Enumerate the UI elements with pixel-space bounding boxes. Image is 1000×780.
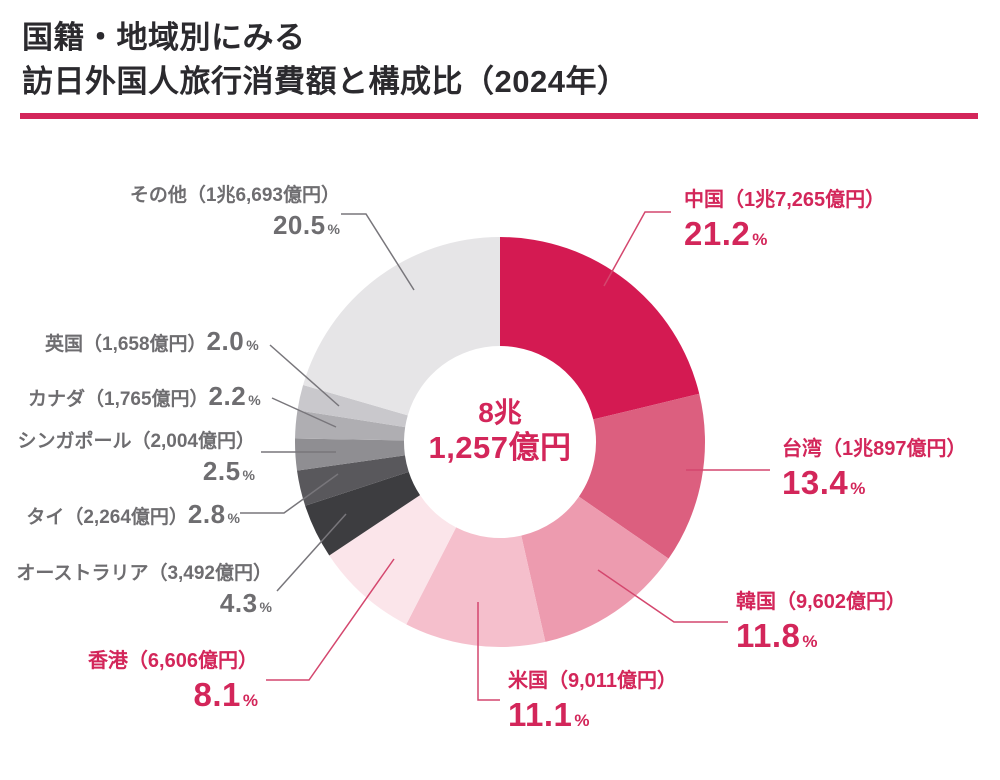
label-uk-name: 英国（1,658億円） <box>45 334 207 355</box>
label-australia: オーストラリア（3,492億円） 4.3% <box>12 562 272 625</box>
label-china: 中国（1兆7,265億円） 21.2% <box>684 187 885 262</box>
label-usa: 米国（9,011億円） 11.1% <box>508 668 677 743</box>
label-korea-percent: 11.8% <box>736 617 818 654</box>
slice-thailand <box>297 455 409 506</box>
label-hongkong-percent: 8.1% <box>193 676 259 713</box>
percent-sign: % <box>259 599 272 615</box>
leader-australia <box>276 513 347 592</box>
label-korea: 韓国（9,602億円） 11.8% <box>736 589 906 664</box>
label-taiwan: 台湾（1兆897億円） 13.4% <box>782 436 967 511</box>
percent-sign: % <box>574 711 590 730</box>
percent-sign: % <box>850 479 866 498</box>
label-singapore: シンガポール（2,004億円） 2.5% <box>13 430 255 493</box>
slice-singapore <box>294 438 405 471</box>
label-usa-name: 米国（9,011億円） <box>508 670 677 692</box>
leader-uk <box>269 344 340 407</box>
label-others-percent: 20.5% <box>272 210 340 240</box>
title-underline <box>20 113 978 119</box>
percent-sign: % <box>248 392 261 408</box>
total-line2: 1,257億円 <box>428 430 572 465</box>
label-canada: カナダ（1,765億円）2.2% <box>28 381 261 411</box>
leader-lines-pink <box>266 211 770 701</box>
leader-korea <box>597 569 728 623</box>
label-china-name: 中国（1兆7,265億円） <box>684 189 886 211</box>
label-australia-name: オーストラリア（3,492億円） <box>16 563 272 584</box>
label-singapore-name: シンガポール（2,004億円） <box>17 431 255 452</box>
total-line1: 8兆 <box>478 397 522 428</box>
leader-thailand <box>240 473 339 514</box>
page-title-line2: 訪日外国人旅行消費額と構成比（2024年） <box>22 64 629 99</box>
label-thailand: タイ（2,264億円）2.8% <box>26 499 240 529</box>
label-china-percent: 21.2% <box>684 215 768 252</box>
page-title-line1: 国籍・地域別にみる <box>22 20 306 55</box>
slice-australia <box>305 471 421 556</box>
label-taiwan-percent: 13.4% <box>782 464 866 501</box>
leader-others <box>341 213 415 291</box>
leader-china <box>603 211 671 287</box>
percent-sign: % <box>246 337 259 353</box>
slice-china <box>500 237 700 420</box>
label-taiwan-name: 台湾（1兆897億円） <box>782 438 967 460</box>
leader-canada <box>271 397 337 428</box>
label-others-name: その他（1兆6,693億円） <box>129 185 340 206</box>
leader-usa <box>477 602 500 701</box>
label-korea-name: 韓国（9,602億円） <box>736 591 907 613</box>
page-title: 国籍・地域別にみる 訪日外国人旅行消費額と構成比（2024年） <box>22 16 628 104</box>
label-singapore-percent: 2.5% <box>202 456 255 486</box>
leader-lines-gray <box>240 213 415 592</box>
slice-taiwan <box>578 393 706 559</box>
donut-slices <box>294 237 706 647</box>
label-canada-name: カナダ（1,765億円） <box>28 389 209 410</box>
label-others: その他（1兆6,693億円） 20.5% <box>98 184 340 247</box>
label-hongkong: 香港（6,606億円） 8.1% <box>55 648 258 723</box>
slice-korea <box>521 496 669 642</box>
label-uk: 英国（1,658億円）2.0% <box>45 326 259 356</box>
percent-sign: % <box>242 467 255 483</box>
label-australia-percent: 4.3% <box>219 588 272 618</box>
slice-others <box>303 237 500 416</box>
percent-sign: % <box>802 632 818 651</box>
label-thailand-name: タイ（2,264億円） <box>26 507 188 528</box>
percent-sign: % <box>242 691 258 710</box>
percent-sign: % <box>227 510 240 526</box>
label-usa-percent: 11.1% <box>508 696 590 733</box>
chart-total-label: 8兆 1,257億円 <box>385 396 615 466</box>
percent-sign: % <box>752 230 768 249</box>
leader-hongkong <box>266 558 395 681</box>
slice-usa <box>406 527 546 647</box>
label-hongkong-name: 香港（6,606億円） <box>87 650 258 672</box>
slice-canada <box>295 410 406 441</box>
percent-sign: % <box>327 221 340 237</box>
slice-uk <box>297 385 408 428</box>
